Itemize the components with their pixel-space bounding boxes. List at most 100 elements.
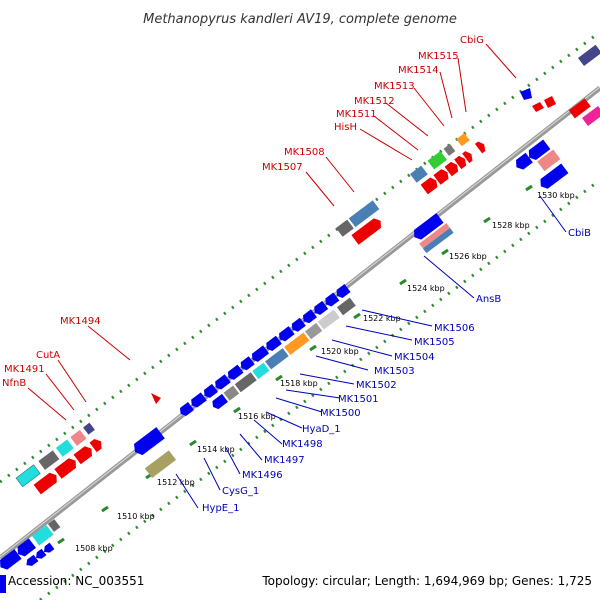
gene-feature[interactable] (284, 332, 310, 355)
gene-label[interactable]: MK1501 (338, 394, 379, 405)
gene-feature[interactable] (202, 383, 218, 400)
gene-feature[interactable] (462, 149, 475, 164)
gene-feature[interactable] (456, 133, 470, 147)
gene-feature[interactable] (55, 439, 74, 457)
gene-feature[interactable] (419, 223, 450, 249)
gene-feature[interactable] (351, 216, 384, 245)
gene-feature[interactable] (289, 317, 306, 334)
gene-label[interactable]: MK1505 (414, 337, 455, 348)
gene-label[interactable]: NfnB (2, 378, 26, 389)
gene-feature[interactable] (277, 326, 295, 343)
gene-label[interactable]: CutA (36, 350, 60, 361)
gene-feature[interactable] (578, 44, 600, 66)
gene-label[interactable]: MK1498 (282, 439, 323, 450)
gene-feature[interactable] (238, 356, 255, 372)
gene-label[interactable]: HisH (334, 122, 357, 133)
gene-feature[interactable] (42, 542, 55, 555)
gene-feature[interactable] (226, 364, 244, 382)
gene-feature[interactable] (54, 456, 79, 479)
tick-label: 1514 kbp (197, 445, 235, 454)
gene-feature[interactable] (89, 437, 105, 453)
gene-label[interactable]: MK1512 (354, 96, 395, 107)
gene-label[interactable]: MK1515 (418, 51, 459, 62)
gene-feature[interactable] (301, 309, 317, 325)
gene-feature[interactable] (0, 575, 6, 593)
accession-text: Accession: NC_003551 (8, 574, 144, 588)
gene-feature[interactable] (334, 284, 351, 300)
gene-feature[interactable] (252, 362, 270, 380)
gene-label[interactable]: MK1491 (4, 364, 45, 375)
gene-label[interactable]: CbiG (460, 35, 484, 46)
gene-label[interactable]: MK1504 (394, 352, 435, 363)
gene-label[interactable]: MK1514 (398, 65, 439, 76)
gene-feature[interactable] (537, 149, 561, 172)
gene-feature[interactable] (178, 401, 195, 418)
gene-feature[interactable] (410, 165, 428, 183)
gene-label[interactable]: MK1496 (242, 470, 283, 481)
gene-feature[interactable] (0, 549, 22, 572)
gene-feature[interactable] (47, 519, 61, 532)
gene-feature[interactable] (526, 139, 551, 163)
gene-feature[interactable] (24, 554, 39, 569)
gene-label[interactable]: AnsB (476, 294, 501, 305)
gene-feature[interactable] (537, 163, 569, 191)
gene-feature[interactable] (420, 176, 440, 195)
gene-label[interactable]: MK1508 (284, 147, 325, 158)
gene-label[interactable]: CbiB (568, 228, 591, 239)
bottom-leader-lines (175, 195, 567, 509)
gene-feature[interactable] (83, 422, 95, 435)
gene-label[interactable]: MK1502 (356, 380, 397, 391)
gene-feature[interactable] (454, 154, 468, 170)
gene-feature[interactable] (312, 300, 329, 317)
gene-feature[interactable] (411, 213, 444, 242)
gene-feature[interactable] (443, 143, 456, 156)
gene-feature[interactable] (513, 152, 533, 172)
gene-feature[interactable] (336, 297, 356, 316)
gene-feature[interactable] (422, 227, 454, 254)
gene-feature[interactable] (336, 219, 354, 237)
gene-feature[interactable] (427, 151, 447, 170)
gene-feature[interactable] (210, 393, 228, 411)
gene-feature[interactable] (474, 140, 488, 154)
gene-label[interactable]: MK1506 (434, 323, 475, 334)
gene-feature[interactable] (544, 96, 556, 108)
gene-feature[interactable] (213, 374, 231, 391)
gene-feature[interactable] (433, 167, 451, 185)
gene-label[interactable]: HypE_1 (202, 503, 239, 514)
gene-feature[interactable] (34, 548, 47, 561)
gene-label[interactable]: CysG_1 (222, 486, 259, 497)
gene-feature[interactable] (444, 160, 461, 177)
gene-feature[interactable] (15, 464, 41, 488)
gene-label[interactable]: MK1513 (374, 81, 415, 92)
gene-feature[interactable] (532, 102, 544, 112)
gene-feature[interactable] (317, 309, 340, 330)
gene-feature[interactable] (33, 470, 60, 495)
gene-label[interactable]: MK1507 (262, 162, 303, 173)
gene-feature[interactable] (348, 200, 380, 228)
gene-feature[interactable] (323, 292, 340, 308)
gene-feature[interactable] (305, 322, 323, 340)
gene-feature[interactable] (520, 88, 532, 100)
gene-feature[interactable] (568, 98, 591, 119)
gene-feature[interactable] (73, 444, 96, 465)
gene-label[interactable]: MK1494 (60, 316, 101, 327)
gene-feature[interactable] (265, 348, 289, 370)
gene-feature[interactable] (38, 450, 60, 470)
gene-feature[interactable] (14, 538, 36, 558)
gene-feature[interactable] (31, 525, 54, 546)
gene-feature[interactable] (264, 335, 282, 353)
gene-label[interactable]: MK1511 (336, 109, 377, 120)
gene-feature[interactable] (144, 450, 177, 478)
gene-feature[interactable] (223, 385, 240, 401)
gene-feature[interactable] (189, 392, 207, 409)
gene-feature[interactable] (70, 429, 87, 446)
gene-feature[interactable] (234, 372, 257, 393)
gene-feature[interactable] (131, 427, 165, 457)
gene-label[interactable]: MK1497 (264, 455, 305, 466)
gene-feature[interactable] (249, 345, 270, 363)
gene-label[interactable]: HyaD_1 (302, 424, 341, 435)
gene-label[interactable]: MK1503 (374, 366, 415, 377)
gene-label[interactable]: MK1500 (320, 408, 361, 419)
gene-feature[interactable] (582, 105, 600, 126)
gene-feature[interactable] (151, 393, 161, 404)
